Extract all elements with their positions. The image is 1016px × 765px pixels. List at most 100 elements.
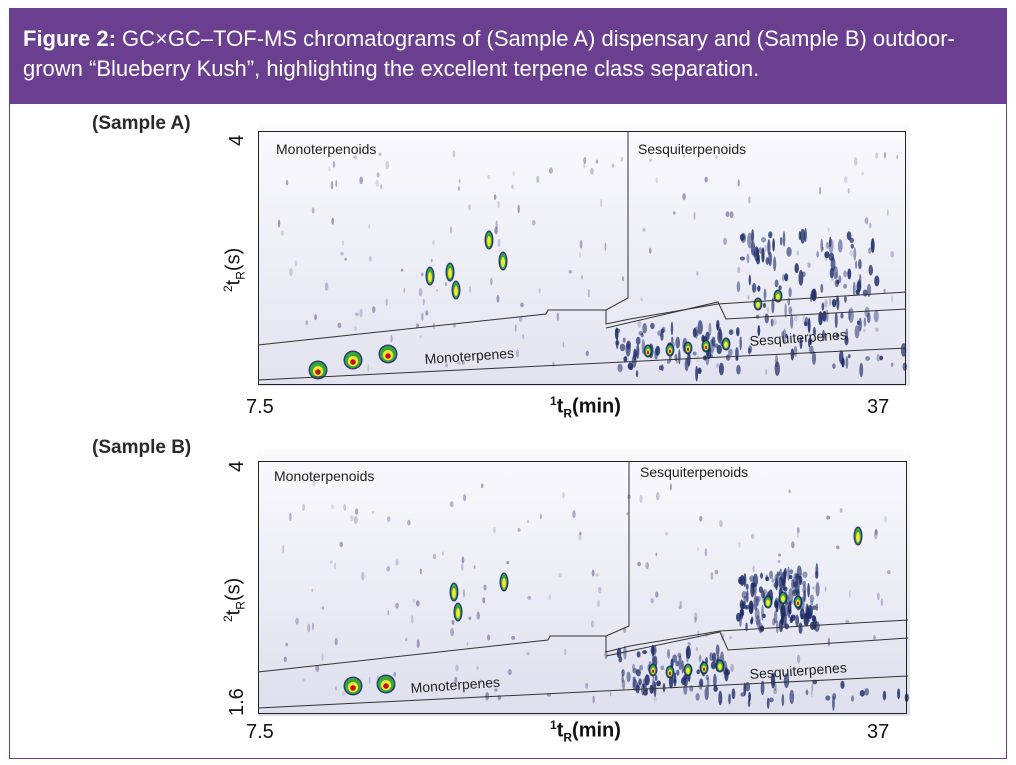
trace-spot — [329, 560, 333, 564]
cluster-spot — [739, 574, 745, 586]
cluster-spot — [787, 297, 791, 306]
trace-spot — [874, 327, 879, 332]
cluster-spot — [836, 279, 840, 285]
trace-spot — [861, 171, 864, 176]
cluster-spot — [782, 328, 787, 344]
trace-spot — [350, 515, 354, 522]
cluster-spot — [830, 257, 836, 271]
trace-spot — [590, 168, 594, 175]
trace-spot — [450, 628, 455, 637]
cluster-spot — [762, 589, 768, 595]
panel-b-ytick-bottom: 1.6 — [226, 688, 248, 716]
cluster-spot — [626, 671, 631, 683]
trace-spot — [698, 655, 702, 663]
cluster-spot — [854, 325, 860, 339]
cluster-spot — [897, 688, 901, 700]
trace-spot — [527, 520, 530, 524]
cluster-spot — [757, 325, 761, 337]
trace-spot — [283, 656, 287, 663]
cluster-spot — [844, 295, 847, 303]
trace-spot — [604, 242, 607, 251]
cluster-spot — [866, 283, 872, 297]
trace-spot — [312, 477, 316, 487]
cluster-spot — [764, 313, 769, 324]
trace-spot — [883, 288, 886, 294]
caption-banner: Figure 2: GC×GC–TOF-MS chromatograms of … — [10, 9, 1006, 104]
trace-spot — [425, 310, 429, 316]
cluster-spot — [838, 275, 842, 284]
trace-spot — [719, 520, 723, 528]
trace-spot — [796, 654, 801, 664]
cluster-spot — [785, 333, 788, 339]
cluster-spot — [811, 351, 817, 365]
trace-spot — [880, 598, 884, 607]
cluster-spot — [621, 674, 624, 684]
peak-center — [651, 669, 655, 673]
trace-spot — [845, 619, 850, 624]
cluster-spot — [622, 337, 626, 343]
trace-spot — [540, 513, 542, 520]
region-sesquiterpenoids: Sesquiterpenoids — [640, 464, 748, 480]
trace-spot — [835, 545, 840, 550]
trace-spot — [514, 324, 517, 332]
trace-spot — [375, 179, 380, 187]
cluster-spot — [674, 353, 678, 362]
trace-spot — [531, 219, 536, 226]
peak-core — [501, 257, 505, 268]
cluster-spot — [809, 594, 815, 603]
trace-spot — [452, 324, 456, 328]
cluster-spot — [794, 263, 799, 274]
cluster-spot — [882, 690, 887, 701]
region-sesquiterpenes: Sesquiterpenes — [749, 659, 847, 682]
cluster-spot — [825, 695, 831, 701]
cluster-spot — [873, 309, 879, 323]
trace-spot — [455, 664, 459, 672]
cluster-spot — [753, 595, 758, 611]
cluster-spot — [822, 329, 825, 342]
trace-spot — [494, 226, 499, 235]
cluster-spot — [671, 336, 674, 343]
region-monoterpenes: Monoterpenes — [410, 674, 500, 696]
cluster-spot — [635, 336, 641, 345]
panel-a-ytick-top: 4 — [226, 134, 248, 146]
trace-spot — [725, 211, 730, 218]
cluster-spot — [831, 298, 837, 308]
trace-spot — [452, 150, 456, 158]
lower-boundary — [257, 675, 909, 709]
cluster-spot — [799, 608, 805, 620]
cluster-spot — [805, 689, 809, 696]
trace-spot — [766, 306, 770, 313]
trace-spot — [591, 569, 595, 577]
trace-spot — [380, 184, 383, 189]
cluster-spot — [739, 336, 742, 351]
cluster-spot — [728, 693, 731, 705]
trace-spot — [716, 363, 720, 369]
trace-spot — [285, 642, 289, 647]
trace-spot — [334, 562, 336, 570]
trace-spot — [650, 597, 654, 604]
region-monoterpenes: Monoterpenes — [424, 345, 514, 367]
cluster-spot — [699, 678, 704, 687]
trace-spot — [579, 239, 583, 249]
cluster-spot — [815, 603, 819, 612]
trace-spot — [590, 620, 595, 628]
trace-spot — [620, 156, 624, 162]
trace-spot — [572, 510, 576, 519]
trace-spot — [714, 569, 719, 575]
cluster-spot — [747, 347, 751, 355]
trace-spot — [678, 605, 683, 609]
cluster-spot — [735, 356, 739, 361]
cluster-spot — [675, 660, 679, 667]
cluster-spot — [799, 336, 803, 350]
cluster-spot — [870, 238, 875, 253]
trace-spot — [493, 526, 496, 534]
trace-spot — [511, 635, 516, 640]
trace-spot — [645, 561, 650, 570]
peak-center — [385, 353, 391, 359]
trace-spot — [585, 350, 589, 357]
cluster-spot — [864, 688, 870, 696]
trace-spot — [873, 635, 876, 640]
cluster-spot — [804, 612, 807, 619]
cluster-spot — [768, 570, 774, 580]
trace-spot — [334, 637, 338, 646]
